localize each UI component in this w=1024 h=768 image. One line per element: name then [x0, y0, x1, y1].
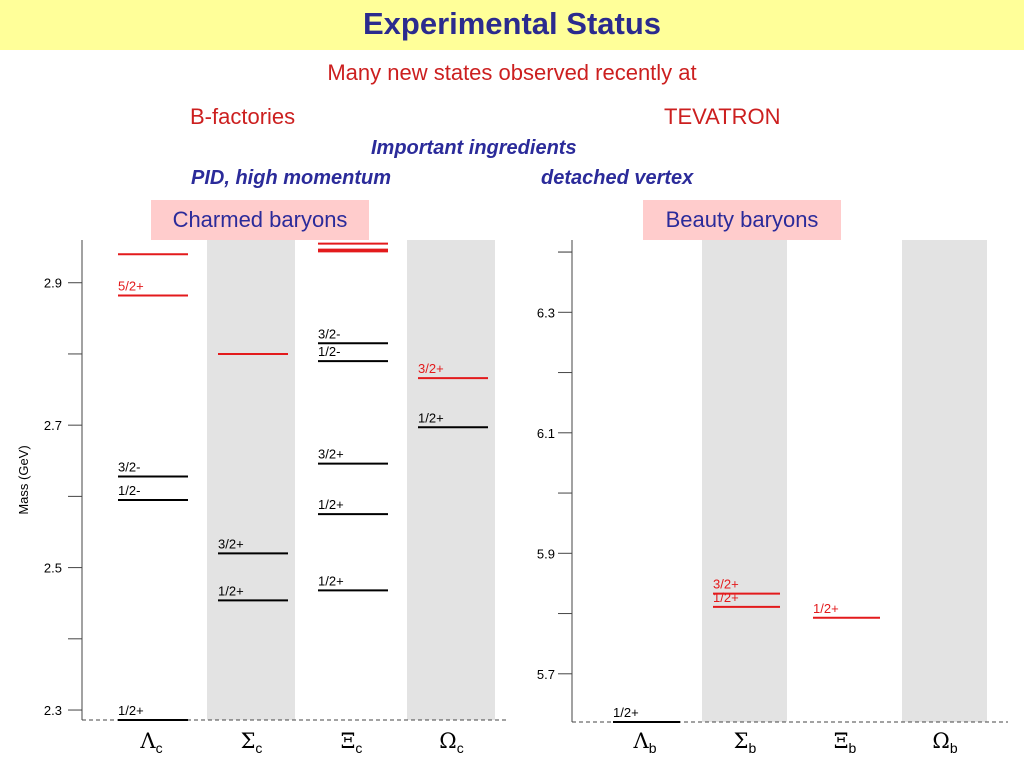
- level-label-3: 5/2+: [118, 279, 144, 294]
- tick-label: 2.5: [44, 561, 62, 576]
- category-subscript: c: [156, 740, 163, 756]
- level-label-8: 1/2+: [318, 573, 344, 588]
- category-symbol: Ξ: [834, 729, 849, 753]
- category-label-2: Ξc: [341, 729, 363, 756]
- level-label-12: 3/2-: [318, 326, 340, 341]
- category-symbol: Ω: [439, 729, 456, 753]
- level-label-0: 1/2+: [118, 703, 144, 718]
- level-label-2: 3/2+: [713, 577, 739, 592]
- shaded-column-1: [702, 240, 787, 722]
- tevatron-label: TEVATRON: [664, 104, 781, 129]
- pid-label: PID, high momentum: [191, 167, 391, 189]
- category-subscript: c: [355, 740, 362, 756]
- level-label-10: 3/2+: [318, 447, 344, 462]
- shaded-column-3: [407, 240, 495, 720]
- category-label-3: Ωc: [439, 729, 463, 756]
- level-label-11: 1/2-: [318, 344, 340, 359]
- level-label-17: 3/2+: [418, 361, 444, 376]
- title-bar: [0, 0, 1024, 50]
- level-label-3: 1/2+: [813, 601, 839, 616]
- tick-label: 2.9: [44, 276, 62, 291]
- tick-label: 6.3: [537, 305, 555, 320]
- category-label-1: Σc: [241, 729, 263, 756]
- category-symbol: Σ: [734, 729, 749, 753]
- category-subscript: b: [649, 740, 657, 756]
- ingredients-label: Important ingredients: [371, 137, 577, 159]
- tick-label: 5.9: [537, 546, 555, 561]
- subtitle-line: Many new states observed recently at: [327, 60, 697, 85]
- category-symbol: Ω: [932, 729, 949, 753]
- category-symbol: Ξ: [341, 729, 356, 753]
- level-label-5: 1/2+: [218, 583, 244, 598]
- bfactories-label: B-factories: [190, 104, 296, 129]
- category-label-2: Ξb: [834, 729, 857, 756]
- level-label-9: 1/2+: [318, 497, 344, 512]
- tick-label: 5.7: [537, 667, 555, 682]
- vertex-label: detached vertex: [541, 167, 694, 189]
- category-subscript: c: [255, 740, 262, 756]
- page-title: Experimental Status: [362, 6, 662, 41]
- category-subscript: b: [848, 740, 856, 756]
- level-label-16: 1/2+: [418, 410, 444, 425]
- beauty-baryons-box: Beauty baryons: [643, 200, 841, 240]
- tick-label: 6.1: [537, 426, 555, 441]
- category-subscript: b: [749, 740, 757, 756]
- tick-label: 2.7: [44, 418, 62, 433]
- level-label-0: 1/2+: [613, 705, 639, 720]
- shaded-column-1: [207, 240, 295, 720]
- level-label-1: 1/2-: [118, 483, 140, 498]
- shaded-column-3: [902, 240, 987, 722]
- level-label-1: 1/2+: [713, 590, 739, 605]
- category-label-0: Λb: [633, 729, 657, 756]
- category-symbol: Λ: [633, 729, 650, 753]
- category-subscript: c: [457, 740, 464, 756]
- level-label-6: 3/2+: [218, 536, 244, 551]
- category-symbol: Σ: [241, 729, 256, 753]
- y-axis-label: Mass (GeV): [16, 445, 31, 514]
- category-subscript: b: [950, 740, 958, 756]
- charmed-baryons-box: Charmed baryons: [151, 200, 369, 240]
- category-label-0: Λc: [139, 729, 162, 756]
- category-label-1: Σb: [734, 729, 757, 756]
- tick-label: 2.3: [44, 703, 62, 718]
- category-label-3: Ωb: [932, 729, 957, 756]
- level-label-2: 3/2-: [118, 459, 140, 474]
- category-symbol: Λ: [139, 729, 156, 753]
